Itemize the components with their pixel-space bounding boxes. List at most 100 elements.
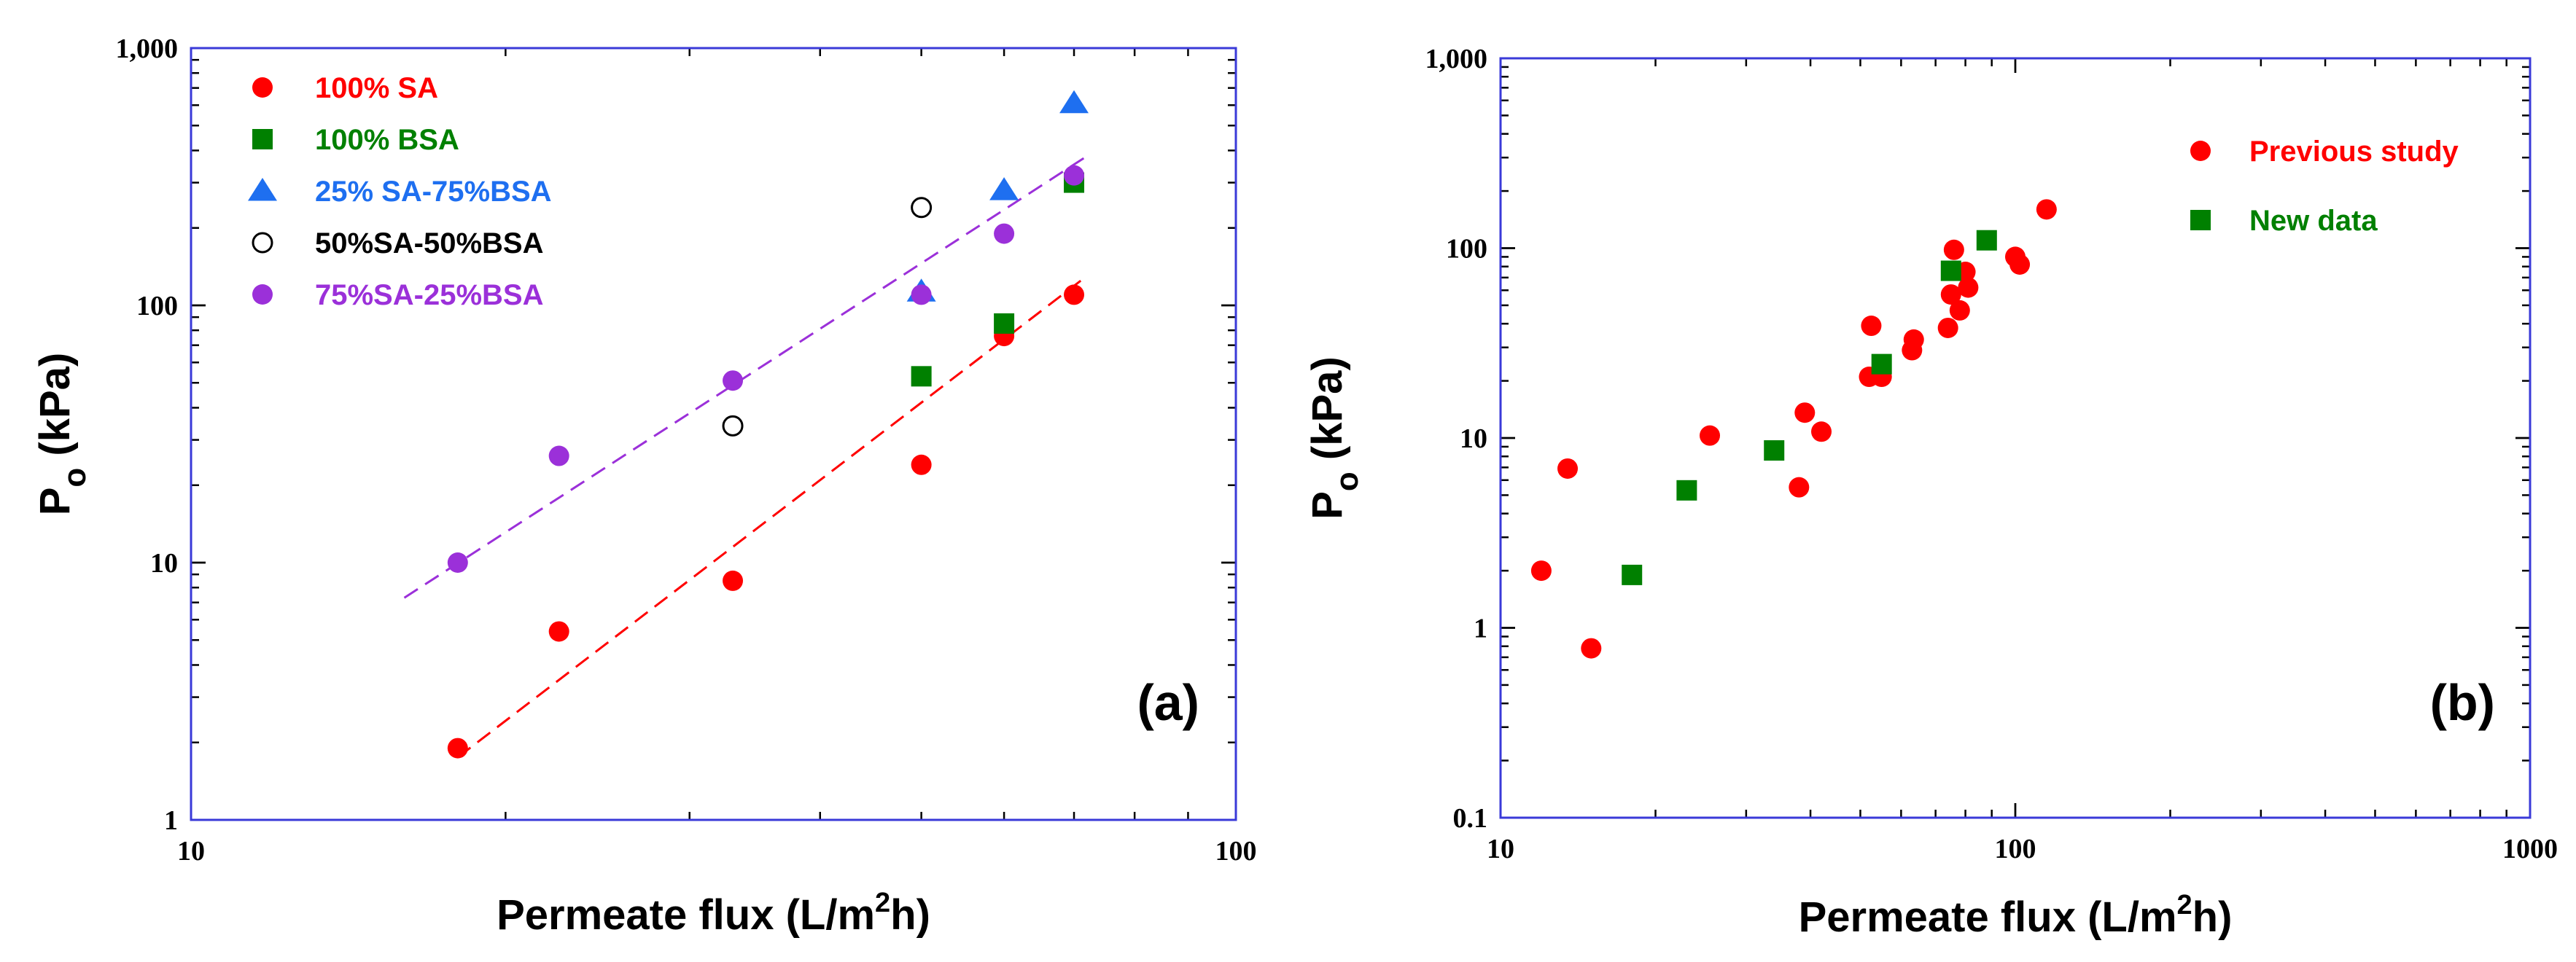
chart-panel-b: 10 100 1000 0.1 1 10 100 1,000 Permeate flux (L/… <box>1304 44 2558 941</box>
data-point <box>911 197 933 219</box>
y-tick-label: 100 <box>136 291 178 321</box>
y-tick-label: 100 <box>1446 234 1487 265</box>
data-point <box>1940 284 1961 305</box>
x-axis-label-end: h) <box>2192 893 2233 941</box>
y-tick-label: 10 <box>1460 423 1487 454</box>
x-axis-label-main: Permeate flux (L/m <box>1799 893 2177 941</box>
data-point <box>2036 199 2057 220</box>
series-1 <box>911 172 1085 387</box>
x-tick-label: 100 <box>1995 834 2036 864</box>
axis-ticks <box>1499 57 2532 819</box>
series-3 <box>722 197 933 437</box>
data-point <box>1958 277 1979 298</box>
legend-marker <box>252 77 273 98</box>
data-point <box>1530 560 1552 582</box>
y-axis-label-end: (kPa) <box>1304 356 1351 472</box>
data-point <box>1700 425 1721 446</box>
y-tick-label: 10 <box>150 548 178 579</box>
data-point <box>1059 90 1089 114</box>
fit-line <box>403 155 1088 599</box>
y-axis-label-main: P <box>1304 491 1351 520</box>
data-point <box>1937 317 1958 338</box>
legend-marker <box>252 129 273 149</box>
legend-marker <box>252 232 273 254</box>
x-axis-label-end: h) <box>890 891 930 939</box>
legend-marker <box>2190 210 2211 230</box>
y-axis-label-subscript: o <box>1329 472 1365 491</box>
legend-label: Previous study <box>2249 136 2459 168</box>
data-point <box>723 370 744 391</box>
y-tick-label: 1,000 <box>116 34 179 64</box>
x-axis-label-superscript: 2 <box>2177 890 2192 920</box>
data-point <box>1940 260 1961 281</box>
legend-marker <box>2190 141 2211 161</box>
data-point <box>1811 421 1832 442</box>
legend-marker <box>248 178 277 201</box>
data-point <box>1764 440 1785 461</box>
legend: 100% SA 100% BSA 25% SA-75%BSA 50%SA-50%BSA… <box>248 72 552 311</box>
y-axis-label-main: P <box>31 488 79 516</box>
y-tick-label: 0.1 <box>1453 803 1488 834</box>
x-axis-label: Permeate flux (L/m2h) <box>497 888 930 939</box>
x-tick-label: 10 <box>177 836 205 867</box>
data-point <box>548 621 569 642</box>
data-point <box>994 223 1015 244</box>
data-point <box>722 415 744 437</box>
legend-label: 100% BSA <box>315 124 459 156</box>
data-point <box>911 454 932 475</box>
data-point <box>994 313 1015 334</box>
series-0 <box>447 284 1085 759</box>
series-1 <box>1622 230 1997 585</box>
data-point <box>1861 316 1882 337</box>
data-point <box>1976 230 1997 251</box>
data-point <box>1949 300 1970 321</box>
legend-label: 100% SA <box>315 72 438 104</box>
y-tick-label: 1 <box>1474 614 1487 644</box>
series-2 <box>906 90 1089 302</box>
axis-ticks <box>190 47 1237 821</box>
x-tick-label: 100 <box>1215 836 1257 867</box>
data-point <box>447 552 468 573</box>
data-point <box>1903 329 1924 350</box>
data-point <box>911 366 932 387</box>
data-point <box>1871 353 1892 375</box>
data-point <box>1789 477 1810 498</box>
data-point <box>548 445 569 466</box>
fit-line <box>456 275 1088 759</box>
data-point <box>1622 564 1643 585</box>
y-axis-label: Po (kPa) <box>1304 356 1365 520</box>
legend-label: 75%SA-25%BSA <box>315 279 543 311</box>
data-point <box>1064 284 1085 305</box>
x-tick-label: 10 <box>1487 834 1514 864</box>
data-point <box>447 738 468 759</box>
x-axis-label-superscript: 2 <box>875 888 890 918</box>
data-point <box>1557 458 1579 479</box>
x-tick-label: 1000 <box>2502 834 2558 864</box>
legend-marker <box>252 284 273 305</box>
y-tick-label: 1 <box>164 805 178 836</box>
plot-frame <box>1499 57 2532 819</box>
y-tick-label: 1,000 <box>1425 44 1488 74</box>
data-point <box>1943 239 1964 260</box>
legend: Previous study New data <box>2190 136 2459 237</box>
y-axis-label-end: (kPa) <box>31 353 79 468</box>
data-point <box>1794 402 1816 423</box>
series-0 <box>1530 199 2057 659</box>
data-point <box>723 570 744 591</box>
y-axis-label: Po (kPa) <box>31 353 93 516</box>
data-point <box>911 284 932 305</box>
panel-label: (a) <box>1137 674 1199 731</box>
y-axis-label-subscript: o <box>57 468 93 488</box>
x-axis-label: Permeate flux (L/m2h) <box>1799 890 2233 941</box>
legend-label: 50%SA-50%BSA <box>315 227 543 259</box>
data-point <box>1676 480 1697 501</box>
panel-label: (b) <box>2430 674 2495 731</box>
data-point <box>1581 638 1602 659</box>
series-4 <box>447 165 1085 573</box>
plot-frame <box>190 47 1237 821</box>
data-point <box>2009 254 2031 275</box>
legend-label: 25% SA-75%BSA <box>315 176 552 208</box>
legend-label: New data <box>2249 205 2378 237</box>
